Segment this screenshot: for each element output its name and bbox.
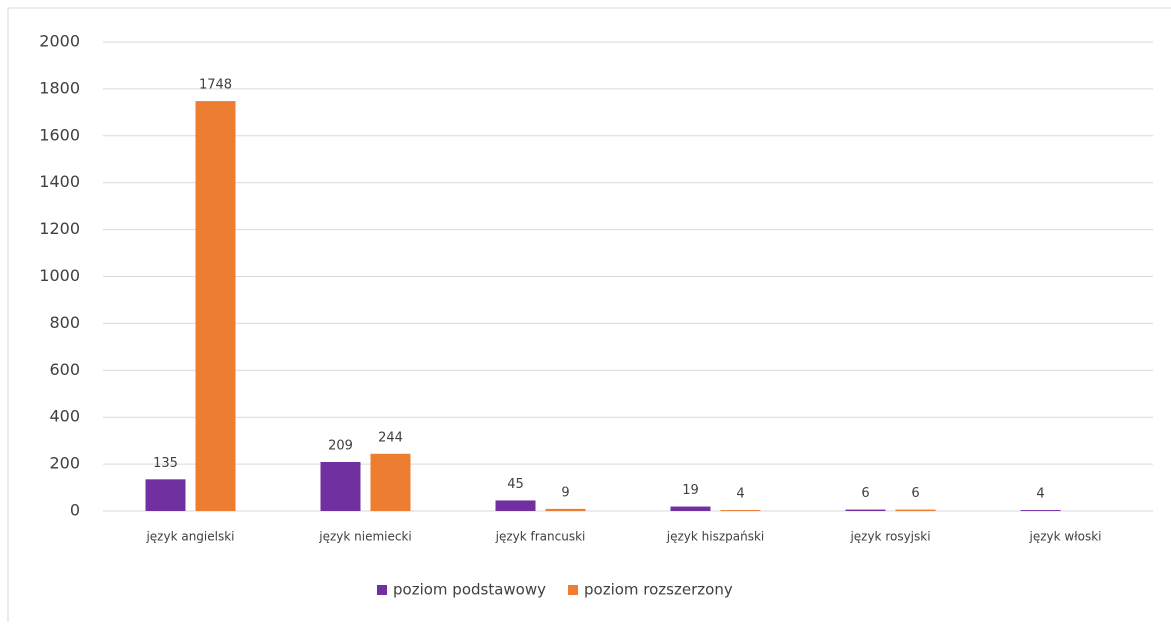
data-label: 19	[682, 483, 699, 498]
data-label: 209	[328, 438, 353, 453]
bar	[195, 101, 236, 512]
x-tick-label: język rosyjski	[849, 530, 930, 544]
bar	[370, 453, 411, 511]
x-tick-label: język niemiecki	[318, 530, 412, 544]
data-label: 4	[1036, 487, 1044, 502]
bar	[495, 500, 536, 511]
y-tick-label: 1400	[39, 172, 80, 191]
data-label: 4	[736, 487, 744, 502]
bar	[670, 506, 711, 511]
legend-label: poziom podstawowy	[393, 581, 546, 599]
y-tick-label: 800	[49, 313, 80, 332]
bar	[1020, 510, 1061, 511]
data-label: 9	[561, 485, 569, 500]
bar	[895, 509, 936, 511]
data-label: 135	[153, 456, 178, 471]
data-label: 6	[861, 486, 869, 501]
data-label: 6	[911, 486, 919, 501]
data-label: 1748	[199, 78, 232, 93]
y-tick-label: 2000	[39, 32, 80, 51]
legend-swatch	[377, 585, 387, 595]
x-tick-label: język włoski	[1029, 530, 1102, 544]
bar	[720, 510, 761, 511]
x-tick-label: język hiszpański	[666, 530, 764, 544]
bar	[320, 461, 361, 511]
y-tick-label: 200	[49, 454, 80, 473]
y-tick-label: 1600	[39, 125, 80, 144]
x-tick-label: język francuski	[495, 530, 586, 544]
bar	[145, 479, 186, 511]
y-tick-label: 600	[49, 360, 80, 379]
data-label: 45	[507, 477, 524, 492]
y-tick-label: 400	[49, 407, 80, 426]
x-tick-label: język angielski	[145, 530, 234, 544]
y-tick-label: 1800	[39, 78, 80, 97]
legend-label: poziom rozszerzony	[584, 581, 733, 599]
y-tick-label: 1000	[39, 266, 80, 285]
legend-swatch	[568, 585, 578, 595]
bar	[845, 509, 886, 511]
bar	[545, 508, 586, 511]
y-tick-label: 0	[70, 501, 80, 520]
y-tick-label: 1200	[39, 219, 80, 238]
data-label: 244	[378, 430, 403, 445]
